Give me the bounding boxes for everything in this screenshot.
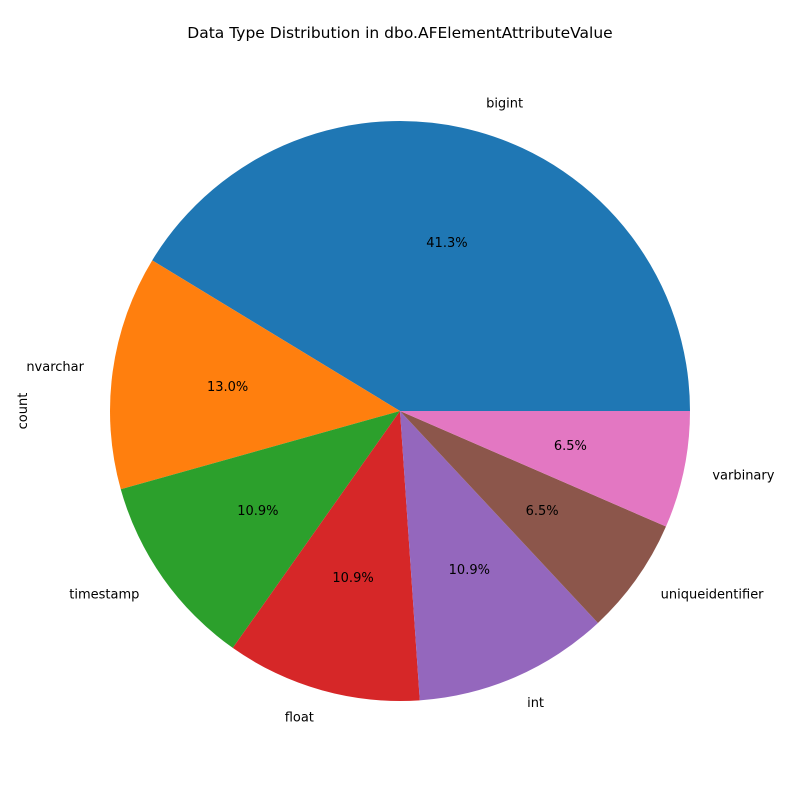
pie-labels: bigint 41.3% nvarchar 13.0% timestamp 10.9% fl… [26,96,774,725]
percent-label-timestamp: 10.9% [237,504,278,519]
pie-slice-timestamp [120,411,400,648]
percent-label-int: 10.9% [449,563,490,578]
percent-label-uniqueidentifier: 6.5% [526,504,559,519]
category-label-bigint: bigint [486,96,523,111]
percent-label-float: 10.9% [332,571,373,586]
percent-label-bigint: 41.3% [426,236,467,251]
category-label-uniqueidentifier: uniqueidentifier [661,587,765,602]
pie-slice-varbinary [400,411,690,527]
category-label-nvarchar: nvarchar [26,360,84,375]
pie-slice-float [232,411,420,701]
pie-slice-bigint [152,121,691,412]
percent-label-varbinary: 6.5% [554,439,587,454]
category-label-int: int [527,696,544,711]
y-axis-label: count [16,393,31,430]
category-label-varbinary: varbinary [712,468,774,483]
pie-slice-nvarchar [109,260,400,490]
pie-slice-int [400,411,598,701]
pie-slices [109,121,691,701]
pie-slice-uniqueidentifier [400,411,666,623]
category-label-float: float [285,711,314,726]
chart-title: Data Type Distribution in dbo.AFElementA… [187,24,612,42]
category-label-timestamp: timestamp [69,587,139,602]
percent-label-nvarchar: 13.0% [207,380,248,395]
